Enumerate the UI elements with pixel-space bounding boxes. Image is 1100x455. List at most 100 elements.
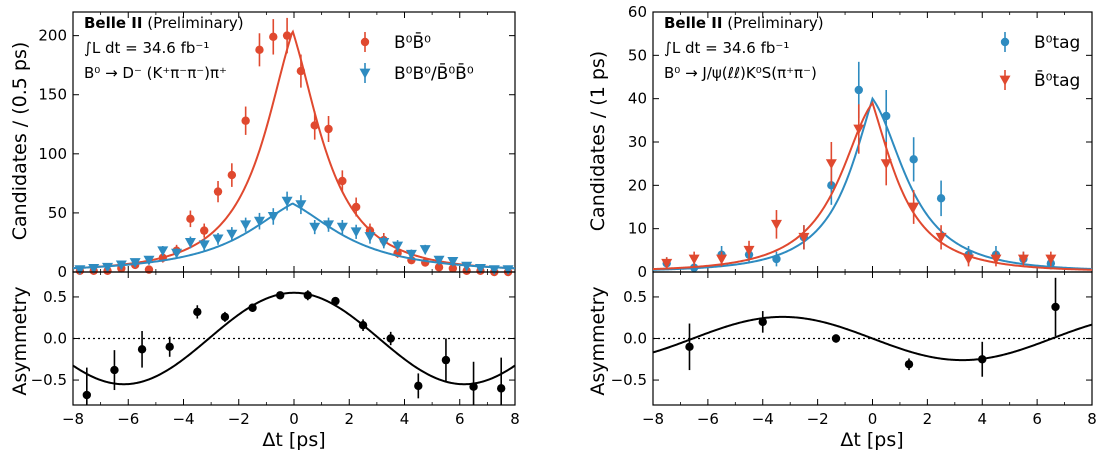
- data-point: [295, 200, 307, 211]
- data-point: [488, 265, 500, 276]
- data-point: [1017, 254, 1029, 265]
- y-axis-label: Candidates / (1 ps): [587, 51, 609, 231]
- data-point: [323, 220, 335, 231]
- y-tick-label: 50: [48, 204, 67, 222]
- data-point: [275, 291, 285, 300]
- decay-label: B⁰ → J/ψ(ℓℓ)K⁰S(π⁺π⁻): [664, 64, 817, 82]
- legend-marker: [360, 37, 370, 47]
- data-point: [157, 246, 169, 257]
- data-point: [115, 260, 127, 271]
- x-tick-label: 8: [1087, 410, 1097, 428]
- fit-curve: [653, 100, 1092, 271]
- legend-label: B⁰B⁰/B̄⁰B̄⁰: [394, 62, 474, 84]
- data-point: [74, 265, 86, 276]
- data-point: [853, 124, 865, 135]
- data-point: [990, 254, 1002, 265]
- legend-label: B⁰tag: [1034, 33, 1080, 53]
- x-tick-label: 2: [923, 410, 933, 428]
- x-tick-label: −6: [697, 410, 719, 428]
- data-point: [255, 45, 264, 55]
- data-point: [303, 291, 313, 300]
- x-tick-label: 6: [455, 410, 465, 428]
- data-point: [758, 317, 767, 327]
- y-tick-label: 0: [637, 263, 647, 281]
- x-tick-label: 4: [400, 410, 410, 428]
- data-point: [281, 196, 293, 207]
- x-tick-label: 4: [977, 410, 987, 428]
- data-point: [282, 31, 292, 40]
- data-point: [220, 312, 230, 322]
- y-tick-label: −0.5: [31, 371, 67, 389]
- data-point: [831, 334, 841, 343]
- x-tick-label: −4: [172, 410, 194, 428]
- data-point: [331, 296, 340, 306]
- x-tick-label: 2: [344, 410, 354, 428]
- y-tick-label: 100: [38, 145, 67, 163]
- y-tick-label: 50: [628, 46, 647, 64]
- data-point: [143, 255, 155, 266]
- data-point: [909, 155, 918, 164]
- data-point: [441, 355, 451, 365]
- data-point: [1051, 302, 1060, 312]
- data-point: [137, 345, 147, 354]
- lumi-label: ∫L dt = 34.6 fb⁻¹: [664, 39, 789, 57]
- series-0: [653, 61, 1092, 272]
- x-tick-label: 8: [510, 410, 520, 428]
- data-point: [447, 256, 459, 267]
- data-point: [502, 265, 514, 276]
- y-tick-label: 0.0: [623, 330, 647, 348]
- data-point: [378, 238, 390, 248]
- data-point: [716, 254, 728, 265]
- data-point: [392, 241, 404, 252]
- right-annotation: Belle II (Preliminary) ∫L dt = 34.6 fb⁻¹…: [664, 14, 824, 82]
- data-point: [825, 159, 837, 170]
- legend-marker: [359, 68, 371, 79]
- right-legend: B⁰tag B̄⁰tag: [999, 32, 1080, 91]
- data-point: [448, 264, 458, 273]
- y-tick-label: 0.0: [43, 330, 67, 348]
- data-point: [434, 263, 444, 272]
- panel-left-top: 0 50 100 150 200: [38, 11, 516, 281]
- legend-marker: [999, 75, 1011, 86]
- data-point: [200, 226, 209, 235]
- series-0: [653, 277, 1092, 377]
- x-tick-label: −2: [228, 410, 250, 428]
- data-point: [496, 384, 506, 393]
- data-point: [213, 187, 223, 196]
- legend-label: B⁰B̄⁰: [394, 31, 431, 53]
- data-point: [324, 124, 333, 134]
- legend-marker: [1000, 37, 1010, 47]
- data-point: [267, 212, 279, 222]
- data-point: [309, 222, 321, 233]
- data-point: [364, 232, 376, 243]
- fit-curve: [73, 202, 515, 270]
- data-point: [227, 170, 237, 180]
- data-point: [310, 121, 319, 130]
- data-point: [414, 381, 423, 391]
- y-axis-label: Asymmetry: [587, 286, 609, 395]
- y-tick-label: 200: [38, 27, 67, 45]
- data-point: [358, 321, 368, 330]
- data-point: [110, 365, 119, 375]
- x-axis-label: Δt [ps]: [840, 429, 903, 451]
- legend-marker-triangle-red: [999, 70, 1011, 90]
- data-point: [935, 232, 947, 243]
- series-1: [73, 191, 515, 276]
- decay-label: B⁰ → D⁻ (K⁺π⁻π⁻)π⁺: [84, 64, 227, 82]
- legend-marker-circle-blue: [1000, 32, 1010, 52]
- panel-right-top: 0 10 20 30 40 50 60: [628, 3, 1093, 281]
- data-point: [240, 220, 252, 231]
- x-tick-label: 0: [289, 410, 299, 428]
- y-tick-label: 10: [628, 220, 647, 238]
- data-point: [269, 32, 278, 42]
- x-tick-label: −6: [117, 410, 139, 428]
- data-point: [184, 238, 196, 248]
- legend-label: B̄⁰tag: [1034, 69, 1080, 91]
- data-point: [474, 264, 486, 274]
- panel-left-bottom: −8 −6 −4 −2 0 2 4 6 8 −0.5 0.0 0.5: [31, 271, 520, 428]
- data-point: [186, 214, 195, 224]
- data-point: [908, 202, 920, 213]
- data-point: [963, 254, 975, 265]
- data-point: [936, 194, 946, 203]
- data-point: [461, 261, 473, 272]
